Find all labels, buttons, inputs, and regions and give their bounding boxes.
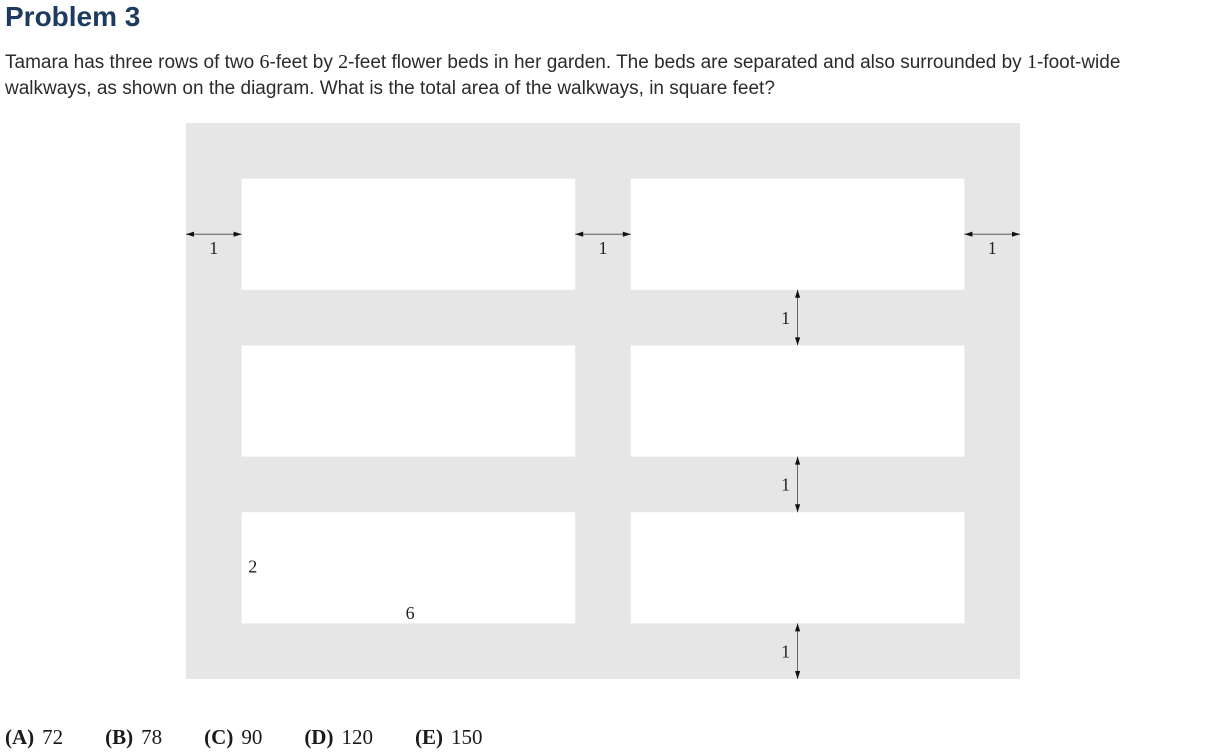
arrowhead-up-icon — [795, 289, 801, 298]
dimension-label: 1 — [781, 475, 790, 495]
text-segment: -foot-wide walkways, as shown on the dia… — [5, 52, 1121, 99]
arrowhead-down-icon — [795, 671, 801, 679]
garden-diagram-svg: 1 1 1 1 1 1 2 6 — [186, 123, 1020, 679]
arrowhead-up-icon — [795, 456, 801, 465]
flower-bed — [241, 178, 576, 290]
arrowhead-left-icon — [575, 231, 584, 237]
math-number: 6 — [259, 51, 270, 73]
arrowhead-down-icon — [795, 337, 801, 346]
arrowhead-up-icon — [795, 623, 801, 632]
bed-dimension-label: 2 — [248, 556, 257, 576]
arrowhead-right-icon — [622, 231, 631, 237]
answer-choice-b[interactable]: (B) 78 — [105, 725, 162, 749]
arrowhead-left-icon — [964, 231, 973, 237]
answer-choice-e[interactable]: (E) 150 — [415, 725, 483, 749]
choice-value: 78 — [141, 725, 163, 749]
arrowhead-right-icon — [233, 231, 242, 237]
flower-bed — [630, 178, 965, 290]
choice-value: 72 — [42, 725, 64, 749]
bed-dimension-label: 6 — [406, 603, 415, 623]
math-number: 1 — [1026, 51, 1037, 73]
arrowhead-down-icon — [795, 504, 801, 513]
garden-diagram: 1 1 1 1 1 1 2 6 — [186, 123, 1020, 684]
text-segment: -feet flower beds in her garden. The bed… — [348, 52, 1027, 73]
answer-choice-a[interactable]: (A) 72 — [5, 725, 63, 749]
answer-choice-c[interactable]: (C) 90 — [204, 725, 262, 749]
choice-label: (B) — [105, 725, 134, 749]
dimension-label: 1 — [209, 238, 218, 258]
choice-value: 90 — [241, 725, 263, 749]
flower-bed — [241, 512, 576, 624]
flower-bed — [630, 345, 965, 457]
flower-bed — [241, 345, 576, 457]
choice-value: 150 — [450, 725, 483, 749]
choice-label: (C) — [204, 725, 234, 749]
math-number: 2 — [338, 51, 349, 73]
answer-choice-d[interactable]: (D) 120 — [304, 725, 373, 749]
choice-label: (A) — [5, 725, 35, 749]
dimension-label: 1 — [781, 642, 790, 662]
choice-label: (E) — [414, 725, 443, 749]
page-title: Problem 3 — [5, 1, 141, 32]
problem-text: Tamara has three rows of two 6-feet by 2… — [5, 49, 1201, 102]
dimension-label: 1 — [599, 238, 608, 258]
choice-label: (D) — [304, 725, 334, 749]
arrowhead-left-icon — [186, 231, 194, 237]
flower-bed — [630, 512, 965, 624]
text-segment: Tamara has three rows of two — [5, 52, 260, 73]
text-segment: -feet by — [269, 52, 339, 73]
dimension-label: 1 — [781, 308, 790, 328]
choice-value: 120 — [341, 725, 373, 749]
answer-choices: (A) 72 (B) 78 (C) 90 (D) 120 (E) 150 — [5, 725, 524, 750]
dimension-label: 1 — [988, 238, 997, 258]
arrowhead-right-icon — [1012, 231, 1020, 237]
